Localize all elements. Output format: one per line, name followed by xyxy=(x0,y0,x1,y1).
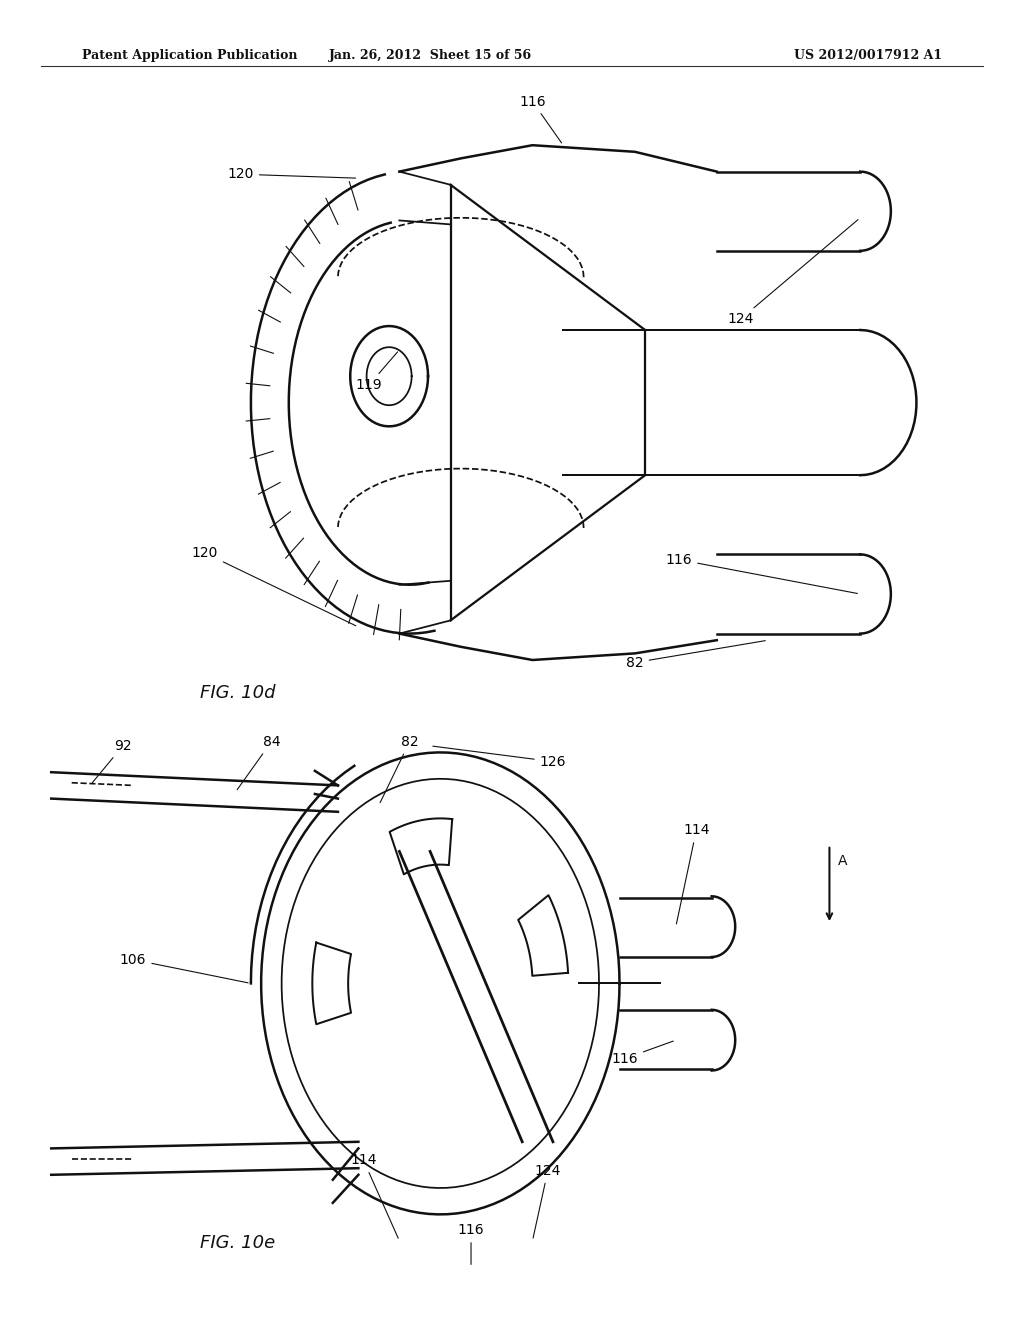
Text: 116: 116 xyxy=(458,1224,484,1265)
Text: 116: 116 xyxy=(519,95,561,143)
Text: 120: 120 xyxy=(191,546,356,626)
Text: 84: 84 xyxy=(238,735,281,789)
Text: 124: 124 xyxy=(534,1164,561,1238)
Text: A: A xyxy=(838,854,848,867)
Text: 82: 82 xyxy=(626,640,765,669)
Text: FIG. 10e: FIG. 10e xyxy=(200,1234,274,1253)
Text: 120: 120 xyxy=(227,168,355,181)
Text: 114: 114 xyxy=(677,824,710,924)
Text: US 2012/0017912 A1: US 2012/0017912 A1 xyxy=(794,49,942,62)
Text: 116: 116 xyxy=(666,553,857,594)
Text: 116: 116 xyxy=(611,1041,673,1065)
Text: 124: 124 xyxy=(727,219,858,326)
Text: Patent Application Publication: Patent Application Publication xyxy=(82,49,297,62)
Text: 126: 126 xyxy=(433,746,566,768)
Text: 82: 82 xyxy=(380,735,419,803)
Text: 92: 92 xyxy=(92,739,132,783)
Text: 106: 106 xyxy=(120,953,248,983)
Text: FIG. 10d: FIG. 10d xyxy=(200,684,275,702)
Text: 114: 114 xyxy=(350,1154,398,1238)
Text: 119: 119 xyxy=(355,352,397,392)
Text: Jan. 26, 2012  Sheet 15 of 56: Jan. 26, 2012 Sheet 15 of 56 xyxy=(329,49,531,62)
